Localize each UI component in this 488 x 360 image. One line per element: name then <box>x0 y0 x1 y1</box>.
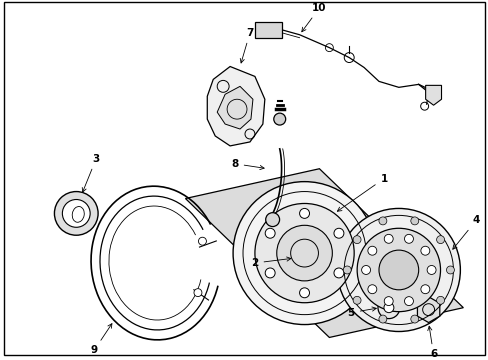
Circle shape <box>436 296 444 304</box>
Text: 10: 10 <box>301 3 326 32</box>
Circle shape <box>420 285 429 294</box>
Circle shape <box>446 266 453 274</box>
Circle shape <box>436 236 444 244</box>
Circle shape <box>378 217 386 225</box>
Text: 2: 2 <box>251 257 290 268</box>
Polygon shape <box>425 85 441 105</box>
Circle shape <box>198 237 206 245</box>
Polygon shape <box>207 67 264 146</box>
Circle shape <box>384 234 392 243</box>
Circle shape <box>384 297 392 306</box>
Circle shape <box>404 234 412 243</box>
Text: 9: 9 <box>90 324 112 355</box>
Circle shape <box>410 315 418 323</box>
Circle shape <box>377 297 399 319</box>
Circle shape <box>276 225 332 281</box>
Circle shape <box>383 303 393 312</box>
Circle shape <box>378 315 386 323</box>
Text: 7: 7 <box>240 28 253 63</box>
Circle shape <box>62 199 90 227</box>
Circle shape <box>194 289 202 297</box>
Circle shape <box>352 236 360 244</box>
Circle shape <box>233 182 375 325</box>
Text: 3: 3 <box>82 154 100 192</box>
Text: 1: 1 <box>337 174 387 211</box>
Circle shape <box>337 208 459 332</box>
Text: 4: 4 <box>452 215 479 249</box>
Circle shape <box>299 288 309 298</box>
Circle shape <box>356 228 440 312</box>
Circle shape <box>54 192 98 235</box>
Circle shape <box>404 297 412 306</box>
Circle shape <box>361 266 370 274</box>
Circle shape <box>367 246 376 255</box>
Circle shape <box>273 113 285 125</box>
Polygon shape <box>185 169 463 337</box>
Circle shape <box>410 217 418 225</box>
Circle shape <box>378 250 418 290</box>
Circle shape <box>254 203 353 303</box>
Circle shape <box>343 266 350 274</box>
Circle shape <box>264 228 275 238</box>
Polygon shape <box>217 86 252 129</box>
Text: 6: 6 <box>427 326 436 359</box>
Circle shape <box>333 268 343 278</box>
Circle shape <box>299 208 309 219</box>
Circle shape <box>333 228 343 238</box>
Polygon shape <box>417 297 439 323</box>
Circle shape <box>265 213 279 226</box>
Circle shape <box>420 246 429 255</box>
Circle shape <box>352 296 360 304</box>
Circle shape <box>367 285 376 294</box>
Circle shape <box>426 266 435 274</box>
Text: 8: 8 <box>231 159 264 170</box>
Text: 5: 5 <box>347 307 376 318</box>
Polygon shape <box>254 22 281 38</box>
Circle shape <box>264 268 275 278</box>
